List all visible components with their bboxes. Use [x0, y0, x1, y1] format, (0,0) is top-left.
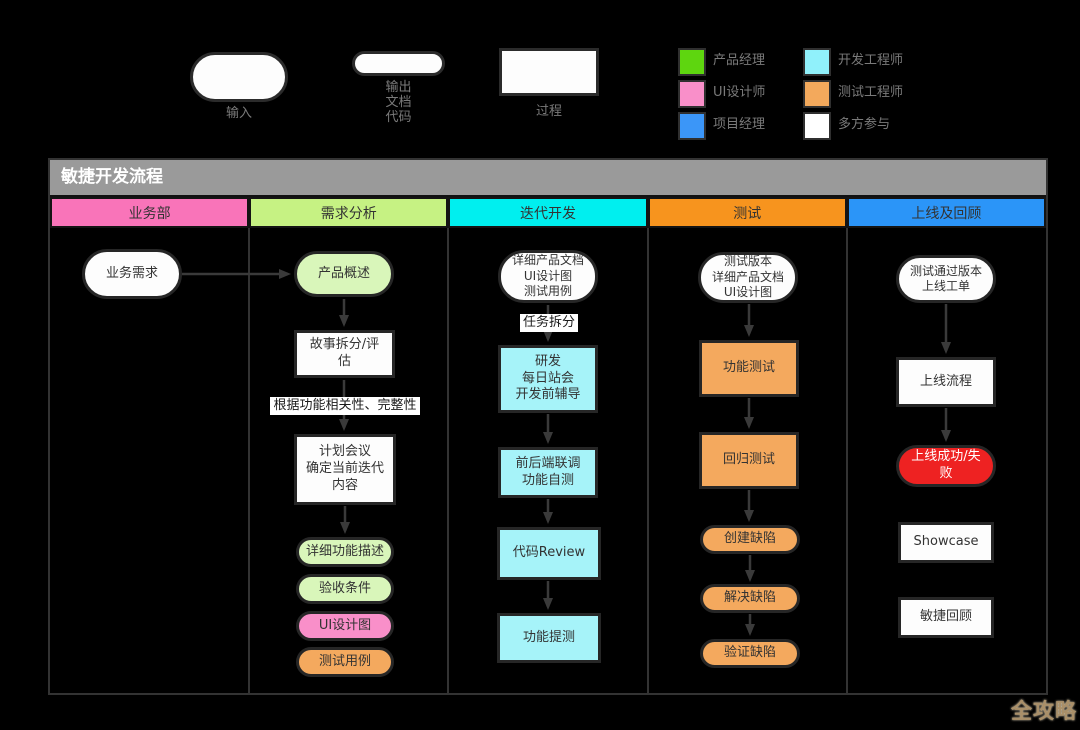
flow-node-product-overview: 产品概述: [294, 251, 394, 297]
edge-label-task-split: 任务拆分: [520, 314, 578, 332]
legend-input-shape: [190, 52, 288, 102]
lane-header-business-dept: 业务部: [50, 197, 250, 228]
legend-role-dev-engineer: 开发工程师: [838, 53, 904, 68]
flow-node-create-defect: 创建缺陷: [700, 525, 800, 554]
legend-swatch-ui-designer: [678, 80, 706, 108]
legend-swatch-dev-engineer: [803, 48, 831, 76]
legend-output-shape: [352, 51, 445, 76]
flow-node-dev-input-docs: 详细产品文档 UI设计图 测试用例: [498, 250, 598, 303]
edge-label-split-criteria: 根据功能相关性、完整性: [270, 397, 420, 415]
flow-node-integration-selftest: 前后端联调 功能自测: [498, 447, 598, 498]
flow-node-resolve-defect: 解决缺陷: [700, 584, 800, 613]
flow-node-ui-design: UI设计图: [296, 611, 394, 641]
flow-node-feature-description: 详细功能描述: [296, 537, 394, 567]
flow-node-showcase: Showcase: [898, 522, 994, 563]
lane-body-iterative-development: [449, 228, 649, 693]
legend-process-shape: [499, 48, 599, 96]
legend-swatch-product-manager: [678, 48, 706, 76]
flow-node-acceptance-criteria: 验收条件: [296, 574, 394, 604]
flow-node-release-input: 测试通过版本 上线工单: [896, 255, 996, 303]
flow-node-test-case: 测试用例: [296, 647, 394, 677]
flow-node-retrospective: 敏捷回顾: [898, 597, 994, 638]
legend-role-project-manager: 项目经理: [713, 117, 766, 132]
lane-header-row: 业务部 需求分析 迭代开发 测试 上线及回顾: [50, 197, 1047, 228]
flow-node-submit-test: 功能提测: [497, 613, 601, 663]
lane-header-iterative-development: 迭代开发: [448, 197, 648, 228]
legend-swatch-project-manager: [678, 112, 706, 140]
legend-output-label: 输出 文档 代码: [385, 80, 412, 125]
lane-header-release-review: 上线及回顾: [846, 197, 1047, 228]
flowchart-title: 敏捷开发流程: [50, 160, 1046, 197]
flow-node-business-requirement: 业务需求: [82, 249, 182, 299]
watermark: 全攻略: [1011, 699, 1077, 723]
lane-body-row: [50, 228, 1046, 693]
flow-node-test-input-docs: 测试版本 详细产品文档 UI设计图: [698, 252, 798, 303]
legend-swatch-test-engineer: [803, 80, 831, 108]
legend-role-ui-designer: UI设计师: [713, 85, 766, 100]
flow-node-code-review: 代码Review: [497, 527, 601, 580]
flow-node-release-result: 上线成功/失 败: [896, 445, 996, 487]
lane-body-testing: [649, 228, 849, 693]
flow-node-dev-standup: 研发 每日站会 开发前辅导: [498, 345, 598, 413]
lane-body-requirements-analysis: [250, 228, 450, 693]
lane-body-business-dept: [50, 228, 250, 693]
legend-input-label: 输入: [225, 106, 252, 121]
flow-node-release-process: 上线流程: [896, 357, 996, 407]
flow-node-functional-test: 功能测试: [699, 340, 799, 397]
flow-node-story-split: 故事拆分/评 估: [294, 330, 395, 378]
flow-node-plan-meeting: 计划会议 确定当前迭代 内容: [294, 434, 396, 505]
legend-role-multi-party: 多方参与: [838, 117, 891, 132]
legend-process-label: 过程: [535, 104, 562, 119]
legend-swatch-multi-party: [803, 112, 831, 140]
lane-header-requirements-analysis: 需求分析: [249, 197, 449, 228]
flow-node-verify-defect: 验证缺陷: [700, 639, 800, 668]
flow-node-regression-test: 回归测试: [699, 432, 799, 489]
legend-role-product-manager: 产品经理: [713, 53, 766, 68]
legend-role-test-engineer: 测试工程师: [838, 85, 904, 100]
lane-header-testing: 测试: [647, 197, 847, 228]
